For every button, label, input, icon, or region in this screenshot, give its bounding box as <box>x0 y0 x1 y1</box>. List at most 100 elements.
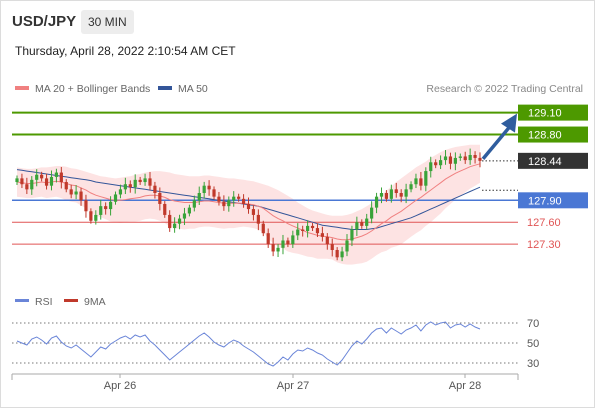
rsi-panel: 70 50 30 <box>12 318 539 370</box>
candle-body <box>163 203 167 215</box>
candle-body <box>468 155 472 161</box>
candle-body <box>384 193 389 199</box>
level-label-127.90: 127.90 <box>528 195 562 207</box>
candle-body <box>133 179 137 188</box>
candle-body <box>310 225 315 229</box>
candle-body <box>173 223 177 229</box>
candle-body <box>251 209 256 215</box>
candle-body <box>296 229 300 236</box>
current-price-tag <box>518 152 588 169</box>
rsi-legend-swatch <box>15 299 29 302</box>
candle-body <box>237 196 241 199</box>
candle-body <box>399 193 403 197</box>
candle-body <box>276 247 280 252</box>
candle-body <box>168 214 172 229</box>
candle-body <box>453 157 457 164</box>
candle-body <box>365 218 369 226</box>
candle-body <box>473 155 477 158</box>
candle-body <box>227 200 231 207</box>
candle-body <box>128 184 132 188</box>
candle-body <box>187 207 191 214</box>
candle-body <box>404 189 408 197</box>
candle-body <box>74 191 78 195</box>
candle-body <box>182 213 187 219</box>
level-label-128.80: 128.80 <box>528 130 562 142</box>
candle-body <box>84 200 88 212</box>
candle-body <box>271 244 275 252</box>
candle-body <box>246 203 251 210</box>
candle-body <box>256 214 260 224</box>
ma20-legend-swatch <box>15 86 29 90</box>
candle-body <box>104 206 108 210</box>
rsi9-legend-label: 9MA <box>84 296 106 308</box>
x-tick-label: Apr 27 <box>277 380 309 392</box>
candle-body <box>355 222 359 230</box>
candle-body <box>118 189 123 195</box>
candle-body <box>15 178 19 183</box>
candle-body <box>350 229 354 241</box>
candle-body <box>335 250 339 258</box>
candle-body <box>123 184 127 190</box>
level-label-127.30: 127.30 <box>527 239 561 251</box>
timeframe-button[interactable]: 30 MIN <box>81 10 134 34</box>
candle-body <box>478 157 482 161</box>
candle-body <box>108 201 113 210</box>
candle-body <box>59 172 63 183</box>
x-axis: Apr 26 Apr 27 Apr 28 <box>11 373 519 392</box>
ma50-legend-swatch <box>158 86 172 90</box>
candle-body <box>261 223 265 234</box>
price-labels: 129.10 128.80 127.90 127.60 127.30 128.44 <box>518 104 588 251</box>
candle-body <box>30 179 34 190</box>
candle-body <box>49 176 54 186</box>
candle-body <box>330 244 334 250</box>
ma50-legend-label: MA 50 <box>178 83 208 95</box>
level-tag-128.80 <box>518 126 588 143</box>
candle-body <box>138 179 142 183</box>
candle-body <box>69 189 73 195</box>
ma20-legend-label: MA 20 + Bollinger Bands <box>35 83 150 95</box>
current-price-label: 128.44 <box>528 156 562 168</box>
x-tick-label: Apr 28 <box>449 380 481 392</box>
candle-body <box>232 196 236 201</box>
candle-body <box>291 235 295 245</box>
level-label-129.10: 129.10 <box>528 108 562 120</box>
candle-body <box>222 201 226 207</box>
candle-body <box>202 185 206 193</box>
candle-body <box>212 189 216 197</box>
candle-body <box>394 189 398 193</box>
rsi-tick-50: 50 <box>527 338 539 350</box>
candle-body <box>192 200 196 208</box>
candle-body <box>345 240 349 252</box>
candle-body <box>315 228 320 234</box>
candle-body <box>158 193 162 204</box>
candle-body <box>448 156 453 164</box>
candle-body <box>94 214 98 221</box>
candle-body <box>463 156 467 161</box>
candle-body <box>389 189 393 199</box>
candle-body <box>54 172 59 177</box>
candle-body <box>320 233 324 237</box>
candle-body <box>458 156 462 158</box>
forecast-arrow <box>481 113 517 160</box>
price-levels <box>12 111 518 245</box>
rsi-line <box>16 321 481 367</box>
candle-body <box>20 178 24 185</box>
level-label-127.60: 127.60 <box>527 217 561 229</box>
candle-body <box>143 178 147 183</box>
candle-body <box>379 193 384 197</box>
candle-body <box>281 240 285 248</box>
symbol-title: USD/JPY <box>12 13 77 30</box>
candle-body <box>424 171 428 186</box>
copyright-text: Research © 2022 Trading Central <box>426 83 583 95</box>
rsi-tick-30: 30 <box>527 358 539 370</box>
rsi9-legend-swatch <box>64 299 78 302</box>
level-tag-129.10 <box>518 104 588 121</box>
candle-body <box>99 206 103 215</box>
timestamp: Thursday, April 28, 2022 2:10:54 AM CET <box>15 44 236 58</box>
candle-body <box>177 218 182 224</box>
candle-body <box>79 191 83 201</box>
candle-body <box>44 178 49 186</box>
candle-body <box>113 194 118 202</box>
candle-body <box>35 174 39 180</box>
